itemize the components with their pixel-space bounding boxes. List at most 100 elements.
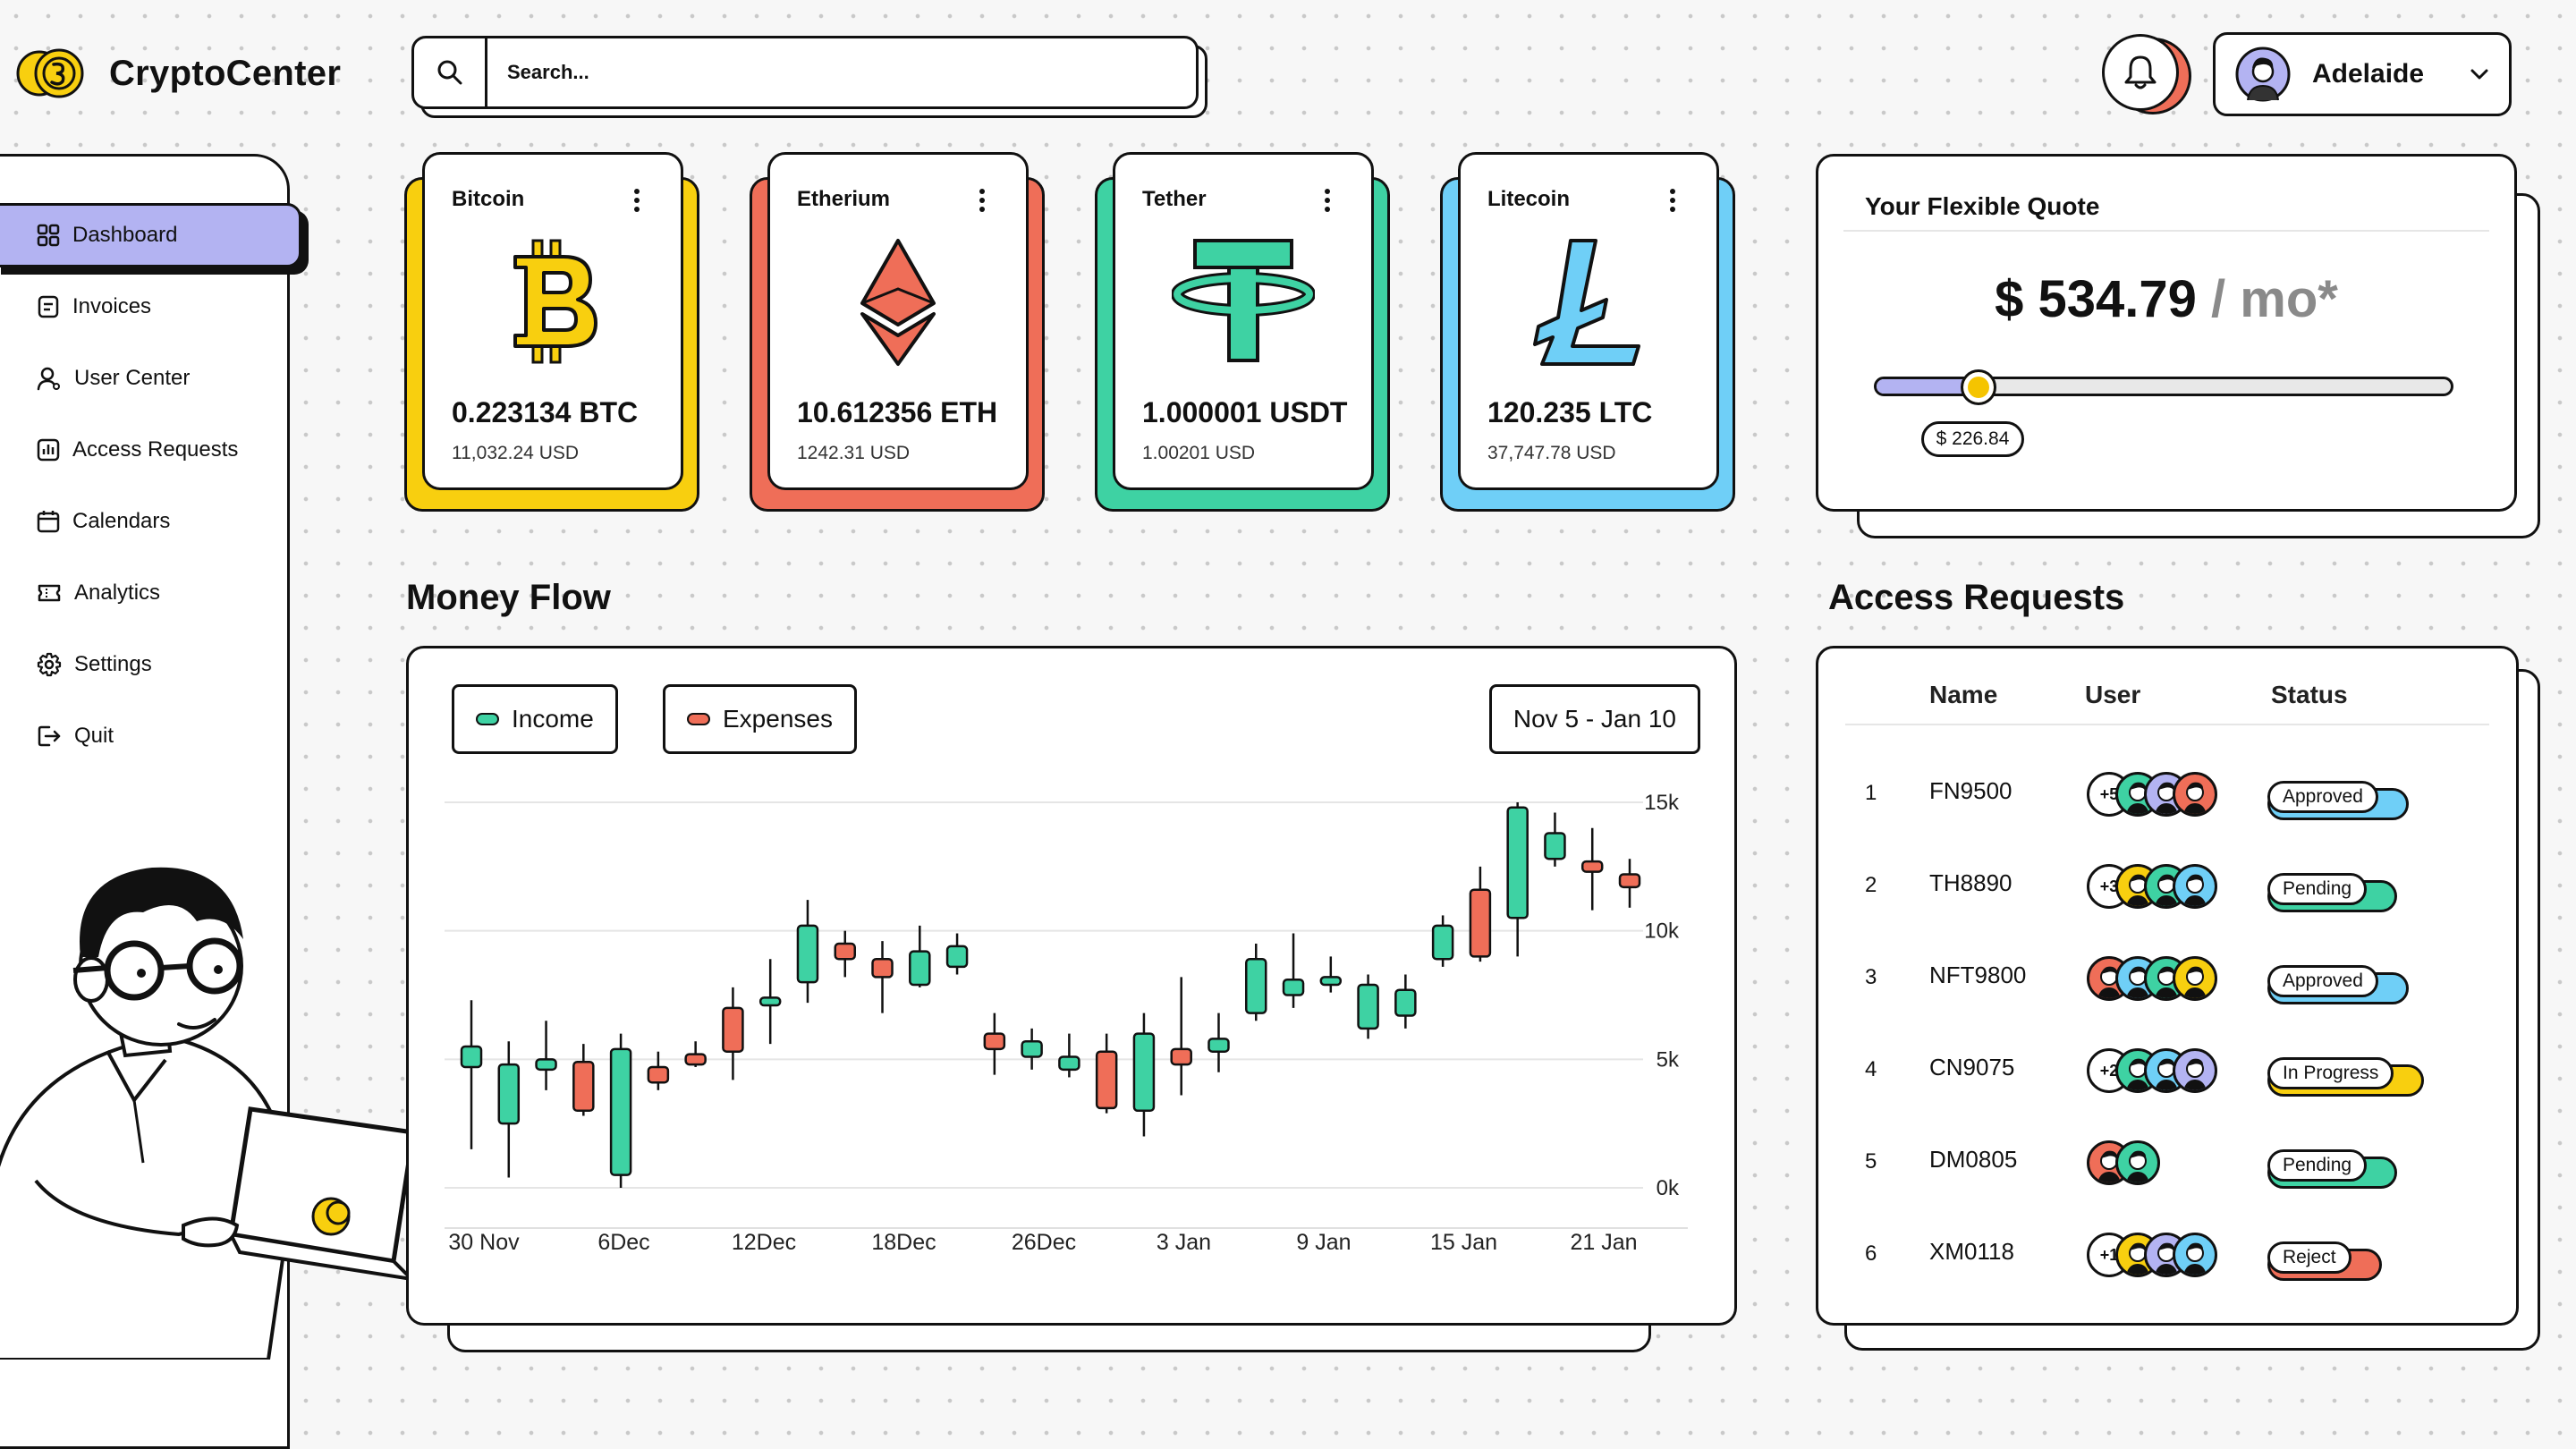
table-row[interactable]: 2 TH8890 +3 Pending <box>1818 846 2516 927</box>
litecoin-icon <box>1461 235 1716 366</box>
request-name: DM0805 <box>1929 1146 2018 1173</box>
table-row[interactable]: 1 FN9500 +5 Approved <box>1818 754 2516 835</box>
crypto-card-bitcoin[interactable]: Bitcoin 0.223134 BTC 11,032.24 USD <box>404 152 699 512</box>
row-index: 1 <box>1865 781 1877 805</box>
money-flow-card: Income Expenses Nov 5 - Jan 10 0k 5k 10k 15… <box>406 646 1737 1326</box>
candle-income <box>1544 832 1566 860</box>
search-box <box>411 36 1199 109</box>
sidebar-item-settings[interactable]: Settings <box>37 647 152 682</box>
avatar <box>2235 47 2291 102</box>
chevron-down-icon[interactable] <box>2470 68 2489 80</box>
candle-income <box>1394 988 1417 1017</box>
user-avatars[interactable]: +1 <box>2087 1233 2217 1277</box>
expenses-filter-button[interactable]: Expenses <box>663 684 857 754</box>
crypto-card-tether[interactable]: Tether 1.000001 USDT 1.00201 USD <box>1095 152 1390 512</box>
date-range-button[interactable]: Nov 5 - Jan 10 <box>1488 684 1700 754</box>
crypto-usd-value: 37,747.78 USD <box>1487 443 1616 463</box>
user-menu[interactable]: Adelaide <box>2213 32 2512 116</box>
sidebar-item-access-requests[interactable]: Access Requests <box>37 432 238 468</box>
quote-slider-fill <box>1877 379 1981 394</box>
bell-icon <box>2102 34 2179 111</box>
user-name: Adelaide <box>2312 59 2425 89</box>
avatar <box>2173 1048 2217 1093</box>
more-vertical-icon[interactable] <box>634 189 640 212</box>
candle-income <box>1282 979 1305 996</box>
income-swatch <box>476 713 499 725</box>
candle-income <box>497 1063 521 1125</box>
sidebar-item-quit[interactable]: Quit <box>37 718 114 754</box>
crypto-card-ethereum[interactable]: Etherium 10.612356 ETH 1242.31 USD <box>750 152 1045 512</box>
more-vertical-icon[interactable] <box>979 189 985 212</box>
quote-slider-value: $ 226.84 <box>1920 421 2025 457</box>
x-tick-label: 30 Nov <box>448 1230 520 1255</box>
crypto-name: Etherium <box>797 187 891 211</box>
avatar <box>2173 864 2217 909</box>
sidebar-item-analytics[interactable]: Analytics <box>37 575 160 611</box>
sidebar-item-label: Settings <box>74 652 152 676</box>
quote-slider-track[interactable] <box>1874 377 2453 396</box>
sidebar-item-label: User Center <box>74 366 191 390</box>
avatar <box>2173 772 2217 817</box>
logo-coin-icon <box>16 48 84 98</box>
x-tick-label: 26Dec <box>1012 1230 1076 1255</box>
user-avatars[interactable]: +5 <box>2087 772 2217 817</box>
user-avatars[interactable] <box>2087 1140 2160 1185</box>
x-tick-label: 3 Jan <box>1157 1230 1211 1255</box>
table-row[interactable]: 4 CN9075 +2 In Progress <box>1818 1030 2516 1111</box>
candle-expenses <box>684 1053 707 1066</box>
sidebar-active-highlight <box>0 203 301 267</box>
crypto-amount: 120.235 LTC <box>1487 396 1653 428</box>
table-row[interactable]: 5 DM0805 Pending <box>1818 1123 2516 1203</box>
person-with-laptop-illustration <box>0 867 417 1360</box>
status-label: Reject <box>2267 1241 2351 1274</box>
y-tick-label: 5k <box>1657 1047 1680 1072</box>
income-filter-button[interactable]: Income <box>452 684 618 754</box>
candle-income <box>796 924 819 984</box>
candle-expenses <box>1095 1050 1118 1110</box>
sidebar-item-invoices[interactable]: Invoices <box>37 289 151 325</box>
app-title: CryptoCenter <box>109 53 342 93</box>
table-row[interactable]: 6 XM0118 +1 Reject <box>1818 1215 2516 1295</box>
user-avatars[interactable]: +3 <box>2087 864 2217 909</box>
candle-income <box>758 996 782 1007</box>
user-avatars[interactable] <box>2087 956 2217 1001</box>
x-tick-label: 9 Jan <box>1296 1230 1351 1255</box>
quote-slider-thumb[interactable] <box>1960 369 1996 405</box>
dashboard-grid-icon <box>37 224 60 247</box>
crypto-usd-value: 1242.31 USD <box>797 443 911 463</box>
logout-icon <box>38 725 61 747</box>
more-vertical-icon[interactable] <box>1670 189 1675 212</box>
candle-income <box>945 945 969 969</box>
candle-income <box>1208 1038 1230 1053</box>
crypto-card-litecoin[interactable]: Litecoin 120.235 LTC 37,747.78 USD <box>1440 152 1735 512</box>
candle-expenses <box>1170 1047 1192 1066</box>
search-input[interactable] <box>487 61 1196 84</box>
x-tick-label: 6Dec <box>597 1230 649 1255</box>
more-vertical-icon[interactable] <box>1325 189 1330 212</box>
status-label: In Progress <box>2267 1057 2394 1089</box>
candle-income <box>1021 1039 1043 1058</box>
sidebar-item-dashboard[interactable]: Dashboard <box>37 217 177 253</box>
app-logo[interactable]: CryptoCenter <box>16 43 341 104</box>
sidebar-item-calendars[interactable]: Calendars <box>37 504 170 539</box>
sidebar-item-label: Analytics <box>74 580 161 605</box>
table-row[interactable]: 3 NFT9800 Approved <box>1818 938 2516 1019</box>
income-label: Income <box>512 705 594 733</box>
candle-income <box>1058 1055 1080 1072</box>
notifications-button[interactable] <box>2102 34 2191 114</box>
sidebar-item-label: Invoices <box>72 294 152 318</box>
crypto-amount: 1.000001 USDT <box>1142 396 1348 428</box>
user-avatars[interactable]: +2 <box>2087 1048 2217 1093</box>
sidebar-item-label: Access Requests <box>72 437 239 462</box>
candle-income <box>1245 958 1267 1014</box>
sidebar-item-label: Calendars <box>72 509 171 533</box>
avatar <box>2115 1140 2160 1185</box>
sidebar-item-user-center[interactable]: User Center <box>37 360 190 396</box>
divider <box>1845 724 2489 725</box>
avatar <box>2173 1233 2217 1277</box>
search-icon[interactable] <box>414 38 487 106</box>
status-label: Approved <box>2267 965 2378 997</box>
candle-expenses <box>1580 860 1604 873</box>
row-index: 6 <box>1865 1241 1877 1266</box>
quote-title: Your Flexible Quote <box>1865 192 2100 220</box>
